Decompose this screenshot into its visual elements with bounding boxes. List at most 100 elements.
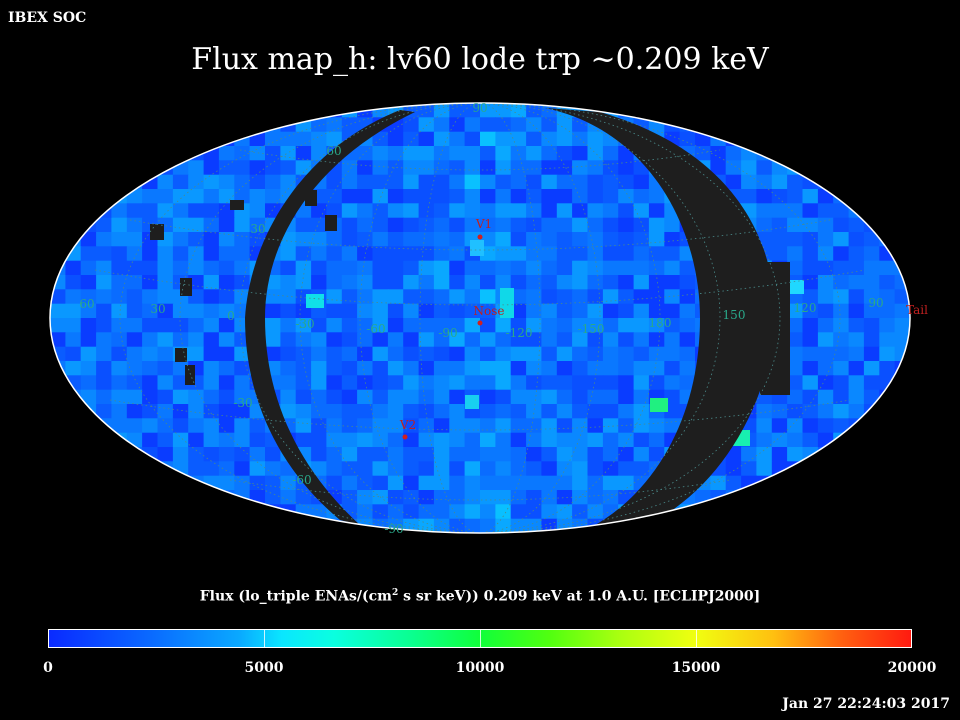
- flux-pixel: [464, 260, 481, 276]
- lon-label: -150: [578, 322, 605, 336]
- flux-pixel: [65, 275, 82, 290]
- flux-pixel: [572, 404, 589, 419]
- flux-pixel: [541, 346, 558, 362]
- flux-pixel: [756, 203, 773, 219]
- flux-pixel: [618, 375, 635, 391]
- flux-pixel: [357, 461, 374, 477]
- flux-pixel: [311, 504, 328, 520]
- flux-pixel: [403, 332, 420, 348]
- flux-pixel: [218, 461, 235, 477]
- flux-pixel: [817, 232, 834, 247]
- flux-pixel: [602, 490, 619, 505]
- flux-pixel: [449, 361, 466, 376]
- flux-pixel: [587, 246, 604, 262]
- flux-pixel: [403, 346, 420, 362]
- flux-pixel: [311, 275, 328, 290]
- no-data-band: [305, 190, 317, 206]
- flux-pixel: [433, 389, 450, 405]
- flux-pixel: [725, 475, 742, 491]
- flux-pixel: [664, 275, 681, 290]
- flux-pixel: [372, 203, 389, 219]
- flux-pixel: [265, 160, 281, 176]
- flux-pixel: [126, 361, 143, 376]
- flux-pixel: [172, 318, 189, 333]
- flux-pixel: [541, 447, 558, 462]
- flux-pixel: [464, 346, 481, 362]
- flux-pixel: [157, 318, 174, 333]
- flux-pixel: [833, 232, 850, 247]
- flux-pixel: [265, 174, 281, 190]
- flux-pixel: [664, 332, 681, 348]
- flux-pixel: [480, 289, 496, 305]
- lat-label-s60: -60: [292, 473, 311, 487]
- flux-pixel: [464, 117, 481, 133]
- flux-pixel: [480, 146, 496, 161]
- flux-pixel: [756, 404, 773, 419]
- flux-pixel: [50, 303, 66, 319]
- flux-pixel: [96, 203, 113, 219]
- flux-pixel: [280, 174, 297, 190]
- flux-pixel: [572, 289, 589, 305]
- flux-pixel: [326, 189, 343, 204]
- flux-pixel: [203, 332, 220, 348]
- flux-pixel: [403, 117, 420, 133]
- flux-pixel: [372, 174, 389, 190]
- flux-pixel: [480, 518, 496, 533]
- flux-pixel: [833, 375, 850, 391]
- flux-pixel: [480, 461, 496, 477]
- flux-pixel: [387, 318, 404, 333]
- flux-pixel: [817, 332, 834, 348]
- flux-pixel: [203, 289, 220, 305]
- flux-pixel: [80, 217, 97, 233]
- flux-pixel: [587, 404, 604, 419]
- flux-pixel: [633, 203, 650, 219]
- flux-pixel: [218, 346, 235, 362]
- grid-line: [479, 103, 661, 533]
- flux-pixel: [879, 303, 896, 319]
- flux-pixel: [280, 332, 297, 348]
- flux-pixel: [587, 447, 604, 462]
- flux-pixel: [80, 275, 97, 290]
- flux-pixel: [572, 246, 589, 262]
- flux-pixel: [111, 389, 128, 405]
- flux-pixel: [556, 146, 573, 161]
- flux-pixel: [833, 404, 850, 419]
- flux-pixel: [633, 275, 650, 290]
- flux-pixel: [387, 461, 404, 477]
- flux-pixel: [648, 375, 665, 391]
- flux-pixel: [357, 260, 374, 276]
- flux-pixel: [157, 260, 174, 276]
- flux-pixel: [587, 375, 604, 391]
- flux-pixel: [188, 275, 205, 290]
- flux-pixel: [741, 447, 758, 462]
- flux-pixel: [188, 404, 205, 419]
- flux-pixel: [188, 174, 205, 190]
- flux-pixel: [480, 103, 496, 118]
- flux-pixel: [602, 318, 619, 333]
- flux-pixel: [403, 217, 420, 233]
- flux-pixel: [449, 217, 466, 233]
- flux-pixel: [188, 160, 205, 176]
- flux-pixel: [495, 275, 512, 290]
- marker-nose: Nose: [474, 304, 504, 326]
- colorbar-label: 0: [43, 660, 53, 676]
- grid-line: [94, 269, 866, 306]
- flux-pixel: [848, 203, 865, 219]
- flux-pixel: [418, 361, 435, 376]
- flux-pixel: [449, 447, 466, 462]
- flux-pixel: [295, 418, 312, 434]
- flux-pixel: [403, 232, 420, 247]
- flux-pixel: [126, 303, 143, 319]
- flux-pixel: [480, 432, 496, 448]
- flux-pixel: [633, 289, 650, 305]
- flux-pixel: [556, 160, 573, 176]
- flux-pixel: [618, 332, 635, 348]
- flux-pixel: [357, 432, 374, 448]
- flux-pixel: [418, 389, 435, 405]
- flux-pixel: [633, 246, 650, 262]
- flux-pixel: [817, 189, 834, 204]
- flux-pixel: [126, 275, 143, 290]
- flux-pixel: [111, 289, 128, 305]
- flux-pixel: [464, 289, 481, 305]
- flux-pixel: [602, 146, 619, 161]
